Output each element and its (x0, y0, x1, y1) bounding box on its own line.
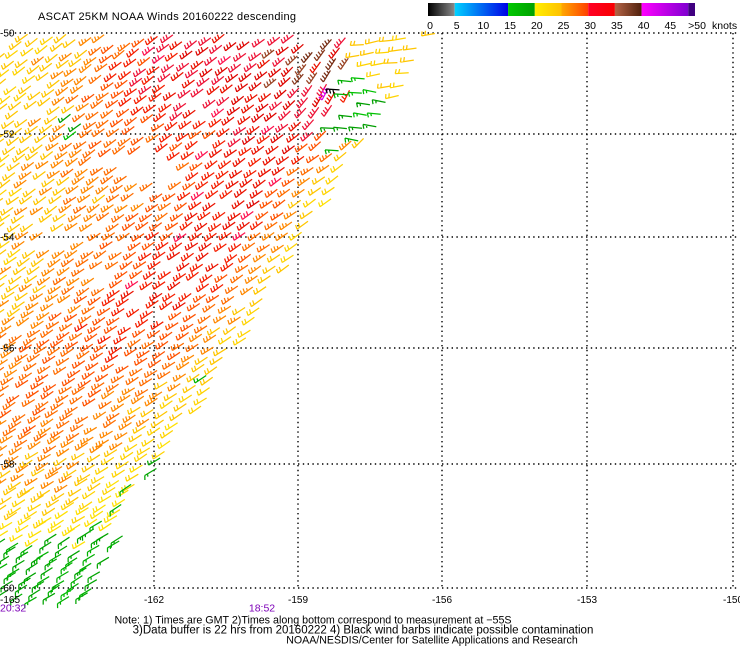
svg-text:>50: >50 (688, 20, 706, 32)
svg-text:knots: knots (712, 20, 737, 32)
svg-text:-162: -162 (144, 595, 164, 606)
svg-text:-165: -165 (0, 595, 20, 606)
svg-text:-156: -156 (432, 595, 452, 606)
svg-text:-150: -150 (723, 595, 740, 606)
svg-text:0: 0 (427, 20, 433, 32)
svg-text:-159: -159 (288, 595, 308, 606)
svg-text:30: 30 (584, 20, 596, 32)
svg-text:45: 45 (664, 20, 676, 32)
svg-text:5: 5 (454, 20, 460, 32)
svg-text:-60: -60 (0, 584, 15, 595)
svg-text:18:52: 18:52 (249, 603, 275, 615)
svg-text:20: 20 (531, 20, 543, 32)
svg-text:35: 35 (611, 20, 623, 32)
svg-text:-153: -153 (577, 595, 597, 606)
svg-text:-52: -52 (0, 130, 15, 141)
svg-text:25: 25 (558, 20, 570, 32)
svg-text:40: 40 (638, 20, 650, 32)
svg-text:20:32: 20:32 (0, 603, 26, 615)
svg-text:-58: -58 (0, 460, 15, 471)
svg-text:-54: -54 (0, 233, 15, 244)
svg-text:ASCAT 25KM NOAA Winds 20160222: ASCAT 25KM NOAA Winds 20160222 descendin… (38, 11, 296, 23)
svg-text:-56: -56 (0, 344, 15, 355)
svg-text:10: 10 (478, 20, 490, 32)
svg-text:-50: -50 (0, 29, 15, 40)
svg-text:NOAA/NESDIS/Center for Satelli: NOAA/NESDIS/Center for Satellite Applica… (286, 635, 578, 647)
svg-text:3)Data buffer is 22 hrs from 2: 3)Data buffer is 22 hrs from 20160222 4)… (133, 625, 594, 637)
svg-text:Note: 1) Times are GMT 2)Times: Note: 1) Times are GMT 2)Times along bot… (114, 615, 511, 627)
svg-text:15: 15 (504, 20, 516, 32)
